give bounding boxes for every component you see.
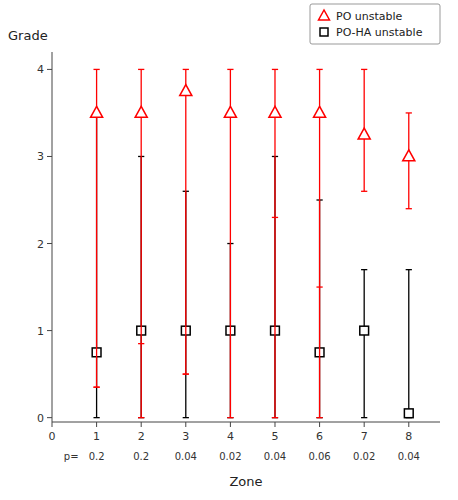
legend-label: PO unstable: [336, 10, 403, 23]
lower-cap: [272, 417, 278, 418]
x-tick: [141, 422, 142, 427]
median-marker: [180, 85, 192, 96]
upper-cap: [361, 269, 367, 270]
page: {"chart_data": {"type": "interval", "xla…: [0, 0, 458, 500]
x-axis: [52, 422, 440, 423]
x-tick: [52, 422, 53, 427]
lower-cap: [361, 191, 367, 192]
interval-bar: [230, 69, 231, 417]
p-value: 0.02: [219, 451, 241, 462]
upper-cap: [361, 69, 367, 70]
plot-area: [91, 69, 415, 417]
x-tick: [274, 422, 275, 427]
legend-marker: [320, 28, 328, 36]
lower-cap: [406, 208, 412, 209]
upper-cap: [138, 69, 144, 70]
lower-cap: [183, 417, 189, 418]
median-marker: [403, 150, 415, 161]
x-tick-label: 6: [316, 430, 323, 443]
upper-cap: [406, 269, 412, 270]
x-tick: [96, 422, 97, 427]
p-value: 0.2: [89, 451, 105, 462]
median-marker: [314, 106, 326, 117]
lower-cap: [316, 417, 322, 418]
legend-marker: [319, 10, 330, 20]
p-value: 0.02: [353, 451, 375, 462]
lower-cap: [138, 417, 144, 418]
interval-bar: [185, 69, 186, 374]
x-tick-label: 1: [93, 430, 100, 443]
x-tick-label: 2: [138, 430, 145, 443]
x-axis-label: Zone: [229, 474, 262, 489]
y-axis: [52, 52, 53, 422]
y-tick-label: 2: [37, 238, 44, 251]
p-label: p=: [64, 451, 79, 462]
interval-bar: [408, 270, 409, 418]
lower-cap: [316, 417, 322, 418]
lower-cap: [93, 387, 99, 388]
upper-cap: [93, 69, 99, 70]
interval-bar: [274, 69, 275, 417]
y-axis-label: Grade: [8, 28, 48, 43]
legend-label: PO-HA unstable: [336, 26, 423, 39]
extra-tick: [93, 387, 99, 388]
series: [92, 113, 413, 418]
upper-cap: [406, 112, 412, 113]
y-tick-label: 1: [37, 325, 44, 338]
x-tick: [319, 422, 320, 427]
p-value: 0.04: [175, 451, 197, 462]
y-tick: [47, 417, 52, 418]
lower-cap: [361, 417, 367, 418]
interval-bar: [319, 69, 320, 417]
x-tick-label: 5: [271, 430, 278, 443]
median-marker: [404, 409, 413, 418]
p-value: 0.06: [308, 451, 330, 462]
y-tick-label: 4: [37, 63, 44, 76]
y-tick: [47, 330, 52, 331]
upper-cap: [316, 69, 322, 70]
median-marker: [224, 106, 236, 117]
y-tick: [47, 156, 52, 157]
chart: 0 1 2 3 4 5 6 7 8 0 1 2 3 4 p= 0.2 0.2 0.04 0.02 0.04 0.06 0.…: [0, 0, 458, 500]
extra-tick: [272, 217, 278, 218]
upper-cap: [227, 69, 233, 70]
lower-cap: [272, 417, 278, 418]
median-marker: [269, 106, 281, 117]
lower-cap: [93, 417, 99, 418]
interval-bar: [141, 69, 142, 417]
median-marker: [358, 128, 370, 139]
lower-cap: [183, 373, 189, 374]
y-tick-label: 0: [37, 412, 44, 425]
x-tick-label: 0: [49, 430, 56, 443]
x-tick-label: 7: [361, 430, 368, 443]
series: [91, 69, 415, 417]
lower-cap: [227, 417, 233, 418]
interval-bar: [364, 270, 365, 418]
lower-cap: [227, 417, 233, 418]
upper-cap: [183, 69, 189, 70]
y-tick-label: 3: [37, 150, 44, 163]
x-tick-label: 8: [405, 430, 412, 443]
upper-cap: [272, 69, 278, 70]
p-value: 0.2: [133, 451, 149, 462]
x-tick: [230, 422, 231, 427]
x-tick: [185, 422, 186, 427]
y-tick: [47, 243, 52, 244]
p-value: 0.04: [398, 451, 420, 462]
x-tick: [408, 422, 409, 427]
median-marker: [360, 326, 369, 335]
extra-tick: [183, 373, 189, 374]
legend-box: [310, 4, 440, 44]
extra-tick: [316, 286, 322, 287]
lower-cap: [138, 417, 144, 418]
y-tick: [47, 69, 52, 70]
x-tick-label: 3: [182, 430, 189, 443]
x-tick-label: 4: [227, 430, 234, 443]
x-tick: [364, 422, 365, 427]
p-value: 0.04: [264, 451, 286, 462]
legend: PO unstable PO-HA unstable: [310, 4, 440, 44]
median-marker: [135, 106, 147, 117]
median-marker: [91, 106, 103, 117]
